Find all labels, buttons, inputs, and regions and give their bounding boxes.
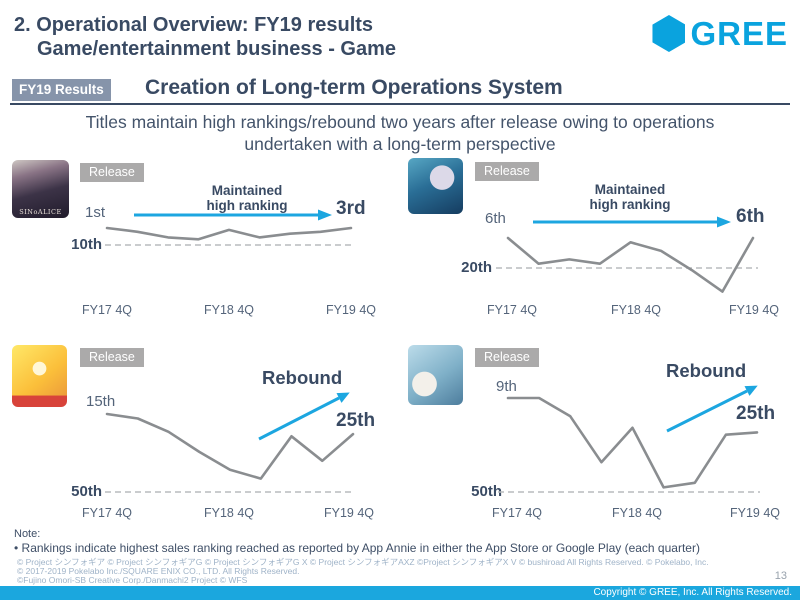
ip-copyright-line: ©Fujino Omori-SB Creative Corp./Danmachi…: [17, 575, 248, 585]
symphogear-app-icon: [12, 345, 67, 407]
rank-line-chart: [496, 236, 758, 293]
trend-arrow-up-icon: [666, 385, 758, 433]
heading-underline: [10, 103, 790, 105]
gree-hexagon-icon: [652, 15, 686, 52]
chart-panel-bottom-right: Release 9th Rebound 25th 50th FY17 4Q FY…: [400, 343, 790, 528]
annotation: Maintained high ranking: [147, 183, 347, 213]
annotation: Rebound: [262, 367, 343, 388]
x-axis-label: FY18 4Q: [203, 303, 255, 317]
rank-line-chart: [105, 412, 355, 493]
ref-rank-label: 10th: [71, 236, 102, 253]
app-icon-caption: SINoALICE: [19, 208, 62, 216]
ref-rank-label: 50th: [471, 483, 502, 500]
trend-arrow-right-icon: [134, 209, 332, 221]
rank-line-chart: [498, 396, 760, 493]
rank-line-chart: [105, 226, 353, 246]
lead-line2: undertaken with a long-term perspective: [244, 134, 556, 154]
game2-app-icon: [408, 158, 463, 214]
lead-message: Titles maintain high rankings/rebound tw…: [0, 111, 800, 155]
page-number: 13: [774, 570, 787, 582]
x-axis-label: FY18 4Q: [610, 303, 662, 317]
annotation-line: Maintained: [211, 183, 283, 198]
release-badge: Release: [80, 348, 144, 367]
end-rank-label: 6th: [736, 206, 765, 227]
annotation-line: Maintained: [594, 182, 666, 197]
x-axis-label: FY19 4Q: [323, 506, 375, 520]
start-rank-label: 9th: [496, 378, 517, 395]
start-rank-label: 1st: [85, 204, 106, 221]
note-bullet: • Rankings indicate highest sales rankin…: [14, 541, 700, 555]
end-rank-label: 25th: [736, 403, 776, 424]
slide-title-line1: 2. Operational Overview: FY19 results: [14, 14, 374, 36]
section-heading: Creation of Long-term Operations System: [145, 76, 563, 99]
ip-copyright-line: © Project シンフォギア © Project シンフォギアG © Pro…: [17, 557, 709, 567]
annotation: Maintained high ranking: [530, 182, 730, 212]
footer-copyright-bar: Copyright © GREE, Inc. All Rights Reserv…: [0, 586, 800, 600]
gree-logo: GREE: [652, 15, 788, 52]
end-rank-label: 3rd: [336, 198, 366, 219]
chart-panel-top-left: SINoALICE Release Maintained high rankin…: [10, 158, 394, 330]
end-rank-label: 25th: [336, 410, 376, 431]
x-axis-label: FY17 4Q: [81, 506, 133, 520]
gree-logo-text: GREE: [690, 15, 788, 52]
annotation-line: high ranking: [589, 197, 671, 212]
annotation: Rebound: [666, 360, 747, 381]
slide-title: 2. Operational Overview: FY19 results Ga…: [14, 13, 396, 61]
ref-rank-label: 50th: [71, 483, 102, 500]
x-axis-label: FY19 4Q: [728, 303, 780, 317]
release-badge: Release: [80, 163, 144, 182]
lead-line1: Titles maintain high rankings/rebound tw…: [85, 112, 715, 132]
sinoalice-app-icon: SINoALICE: [12, 160, 69, 218]
danmachi-app-icon: [408, 345, 463, 405]
start-rank-label: 15th: [86, 393, 116, 410]
x-axis-label: FY17 4Q: [81, 303, 133, 317]
x-axis-label: FY18 4Q: [611, 506, 663, 520]
slide-title-line2: Game/entertainment business - Game: [37, 38, 397, 60]
release-badge: Release: [475, 348, 539, 367]
x-axis-label: FY19 4Q: [325, 303, 377, 317]
trend-arrow-right-icon: [533, 216, 731, 228]
note-label: Note:: [14, 528, 41, 540]
start-rank-label: 6th: [485, 210, 506, 227]
fy19-results-badge: FY19 Results: [12, 79, 111, 101]
trend-arrow-up-icon: [258, 392, 350, 441]
chart-panel-bottom-left: Release 15th Rebound 25th 50th FY17 4Q F…: [10, 343, 394, 528]
chart-panel-top-right: Release Maintained high ranking 6th 6th …: [400, 156, 790, 330]
x-axis-label: FY17 4Q: [491, 506, 543, 520]
x-axis-label: FY18 4Q: [203, 506, 255, 520]
x-axis-label: FY19 4Q: [729, 506, 781, 520]
release-badge: Release: [475, 162, 539, 181]
ip-copyright-line: © 2017-2019 Pokelabo Inc./SQUARE ENIX CO…: [17, 566, 300, 576]
x-axis-label: FY17 4Q: [486, 303, 538, 317]
annotation-line: high ranking: [206, 198, 288, 213]
ref-rank-label: 20th: [461, 259, 492, 276]
